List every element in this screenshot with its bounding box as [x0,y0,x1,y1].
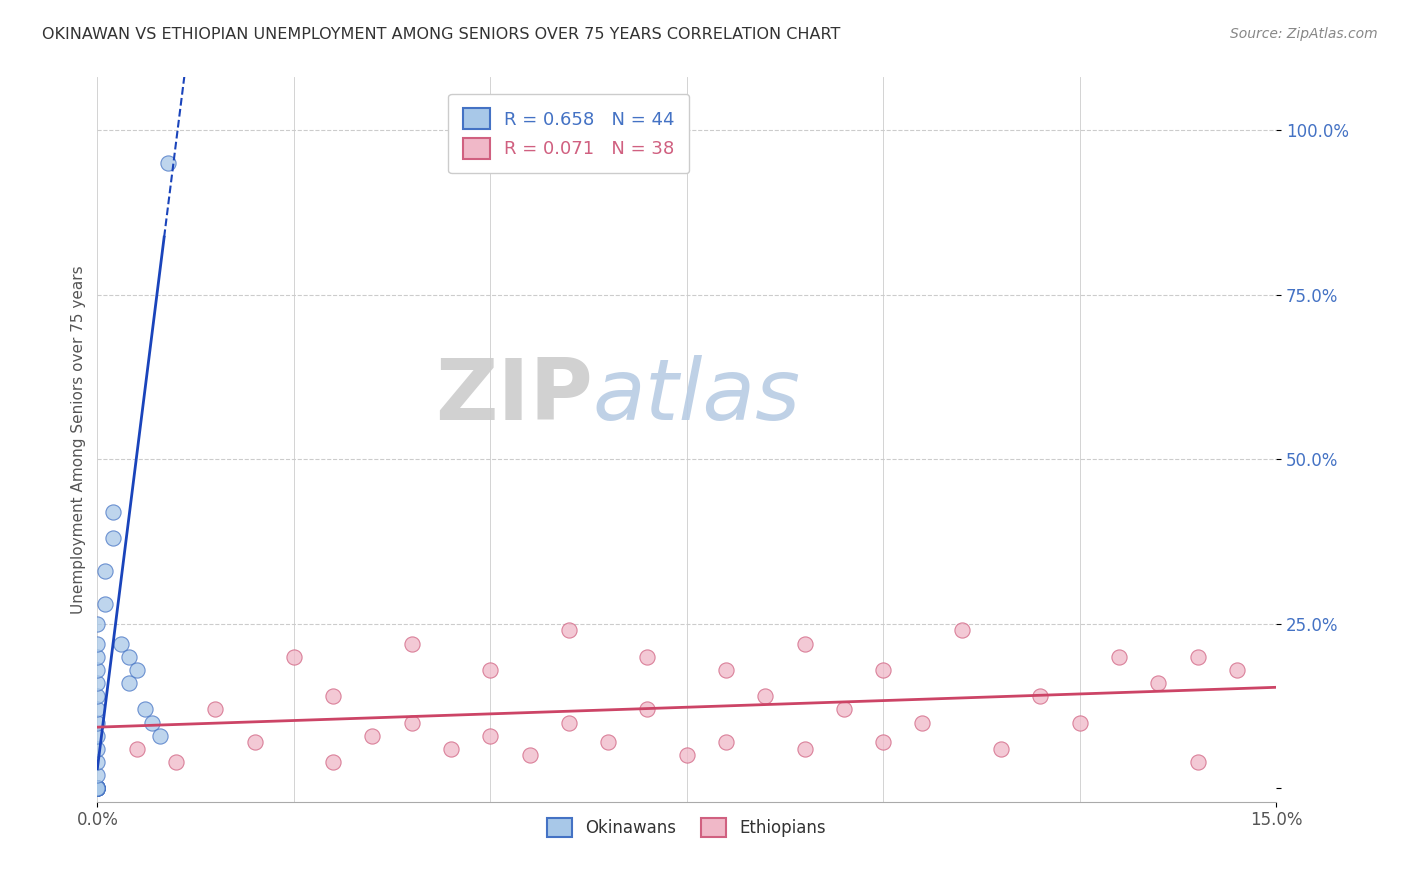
Point [86,781,108,796]
Legend: Okinawans, Ethiopians: Okinawans, Ethiopians [540,812,832,844]
Point [401,715,423,730]
Point [479,729,502,743]
Point [283,649,305,664]
Point [94,564,117,578]
Point [86,616,108,631]
Point [1187,649,1209,664]
Point [1108,649,1130,664]
Point [86,781,108,796]
Point [401,637,423,651]
Point [636,702,658,716]
Point [675,748,697,763]
Point [1226,663,1249,677]
Point [1187,755,1209,769]
Point [86,781,108,796]
Point [86,781,108,796]
Point [86,781,108,796]
Point [118,676,141,690]
Point [86,715,108,730]
Point [86,781,108,796]
Point [86,781,108,796]
Point [322,690,344,704]
Point [86,781,108,796]
Point [125,742,148,756]
Point [714,735,737,749]
Point [101,505,124,519]
Point [86,781,108,796]
Point [86,781,108,796]
Point [793,742,815,756]
Point [911,715,934,730]
Point [558,715,581,730]
Point [86,781,108,796]
Point [101,531,124,545]
Point [86,702,108,716]
Point [86,729,108,743]
Point [165,755,187,769]
Point [479,663,502,677]
Point [86,637,108,651]
Point [204,702,226,716]
Point [141,715,163,730]
Point [134,702,156,716]
Point [872,663,894,677]
Point [86,768,108,782]
Point [118,649,141,664]
Point [990,742,1012,756]
Point [94,597,117,611]
Point [1147,676,1170,690]
Y-axis label: Unemployment Among Seniors over 75 years: Unemployment Among Seniors over 75 years [72,265,86,614]
Point [86,690,108,704]
Text: atlas: atlas [592,354,800,438]
Point [1069,715,1091,730]
Point [86,781,108,796]
Point [950,624,973,638]
Point [1029,690,1052,704]
Point [558,624,581,638]
Text: Source: ZipAtlas.com: Source: ZipAtlas.com [1230,27,1378,41]
Point [86,676,108,690]
Point [793,637,815,651]
Point [86,781,108,796]
Point [598,735,620,749]
Point [86,742,108,756]
Point [86,781,108,796]
Point [86,781,108,796]
Point [86,663,108,677]
Point [149,729,172,743]
Point [86,781,108,796]
Point [440,742,463,756]
Point [243,735,266,749]
Point [110,637,132,651]
Point [832,702,855,716]
Point [754,690,776,704]
Point [714,663,737,677]
Point [86,649,108,664]
Point [636,649,658,664]
Point [86,781,108,796]
Text: ZIP: ZIP [434,354,592,438]
Point [86,781,108,796]
Point [157,156,180,170]
Point [86,755,108,769]
Text: OKINAWAN VS ETHIOPIAN UNEMPLOYMENT AMONG SENIORS OVER 75 YEARS CORRELATION CHART: OKINAWAN VS ETHIOPIAN UNEMPLOYMENT AMONG… [42,27,841,42]
Point [125,663,148,677]
Point [86,781,108,796]
Point [519,748,541,763]
Point [872,735,894,749]
Point [361,729,384,743]
Point [86,781,108,796]
Point [322,755,344,769]
